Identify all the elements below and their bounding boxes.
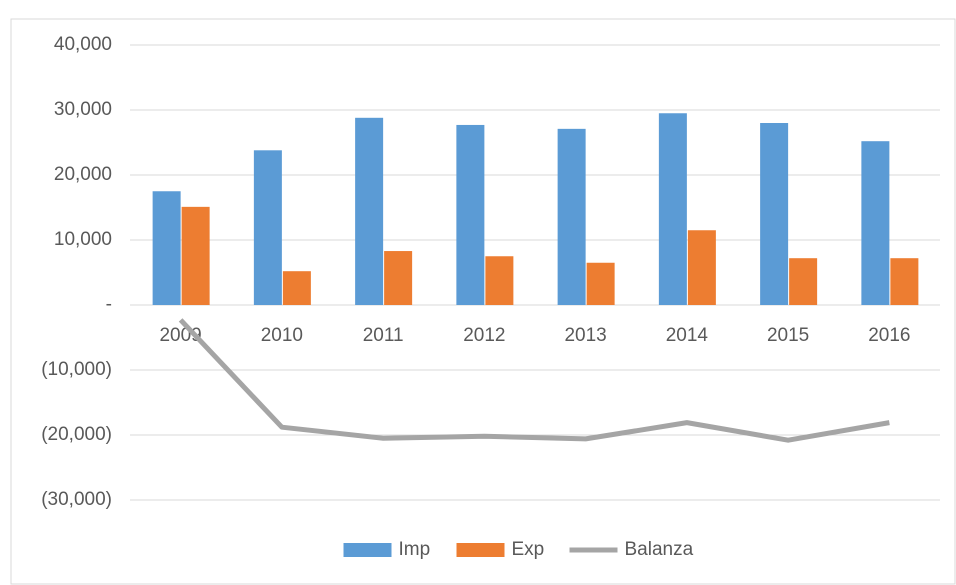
y-tick-label: 20,000 [54, 164, 112, 185]
line [178, 318, 890, 443]
y-tick-label: (30,000) [41, 489, 112, 510]
y-tick-label: 10,000 [54, 229, 112, 250]
y-tick-label: (20,000) [41, 424, 112, 445]
bar [557, 128, 586, 305]
x-tick-label: 2012 [463, 325, 505, 346]
bar [687, 230, 716, 305]
bar [760, 123, 789, 305]
legend-swatch [343, 543, 392, 557]
x-tick-label: 2014 [666, 325, 709, 346]
y-tick-label: 30,000 [54, 99, 112, 120]
legend-label: Balanza [625, 539, 694, 560]
bar [861, 141, 890, 305]
legend-label: Imp [399, 539, 431, 560]
bar [658, 113, 687, 305]
y-tick-label: - [106, 294, 112, 315]
bar [282, 271, 311, 305]
y-tick-label: (10,000) [41, 359, 112, 380]
x-tick-label: 2010 [261, 325, 303, 346]
x-tick-label: 2011 [363, 325, 404, 346]
x-tick-label: 2013 [564, 325, 606, 346]
bar [456, 124, 485, 305]
bar [152, 191, 181, 305]
bar [485, 256, 514, 305]
bar [890, 258, 919, 305]
x-tick-label: 2016 [868, 325, 910, 346]
bar [355, 117, 384, 305]
legend-swatch [456, 543, 505, 557]
bar [789, 258, 818, 305]
x-tick-label: 2015 [767, 325, 809, 346]
bar [384, 251, 413, 305]
y-tick-label: 40,000 [54, 34, 112, 55]
bar [181, 206, 210, 305]
bar [253, 150, 282, 305]
legend-label: Exp [512, 539, 545, 560]
bar [586, 262, 615, 305]
